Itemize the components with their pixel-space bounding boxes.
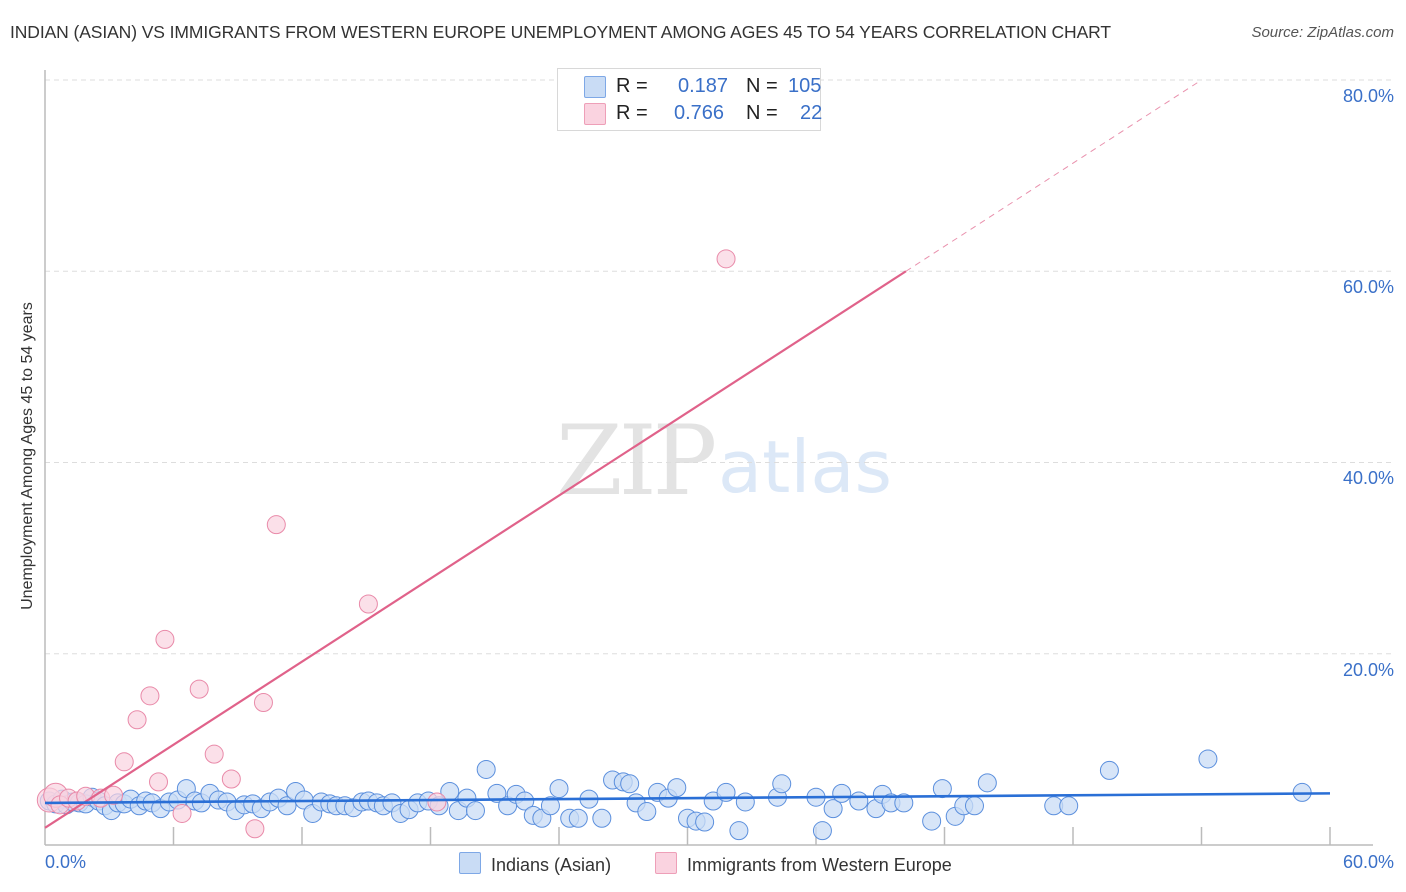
trend-line-immigrants-extension bbox=[905, 79, 1202, 272]
data-point-indians bbox=[637, 802, 657, 822]
n-value: 22 bbox=[800, 102, 823, 124]
data-point-immigrants bbox=[104, 785, 124, 805]
data-point-indians bbox=[487, 783, 507, 803]
data-point-indians bbox=[729, 821, 749, 841]
data-point-immigrants bbox=[204, 744, 224, 764]
watermark-atlas: atlas bbox=[718, 425, 892, 509]
r-value: 0.187 bbox=[678, 75, 729, 97]
data-point-immigrants bbox=[155, 629, 175, 649]
y-tick-20: 20.0% bbox=[1342, 660, 1394, 680]
y-axis-label: Unemployment Among Ages 45 to 54 years bbox=[19, 302, 36, 610]
data-point-indians bbox=[1059, 796, 1079, 816]
trend-line-immigrants bbox=[44, 270, 907, 829]
data-point-immigrants bbox=[358, 594, 378, 614]
chart-title: INDIAN (ASIAN) VS IMMIGRANTS FROM WESTER… bbox=[10, 22, 1111, 42]
data-point-indians bbox=[823, 799, 843, 819]
data-point-indians bbox=[465, 801, 485, 821]
r-label: R = bbox=[616, 75, 648, 97]
data-point-immigrants bbox=[716, 249, 736, 269]
pink-swatch-icon bbox=[584, 103, 606, 125]
legend-item-immigrants: Immigrants from Western Europe bbox=[655, 852, 952, 876]
y-tick-80: 80.0% bbox=[1342, 86, 1394, 106]
data-point-indians bbox=[977, 773, 997, 793]
data-point-immigrants bbox=[221, 769, 241, 789]
blue-swatch-icon bbox=[584, 76, 606, 98]
data-point-indians bbox=[592, 808, 612, 828]
data-point-immigrants bbox=[114, 752, 134, 772]
data-point-indians bbox=[667, 778, 687, 798]
data-point-indians bbox=[695, 812, 715, 832]
data-point-indians bbox=[540, 796, 560, 816]
data-point-immigrants bbox=[172, 803, 192, 823]
data-point-indians bbox=[620, 774, 640, 794]
data-point-indians bbox=[1099, 760, 1119, 780]
n-label: N = bbox=[746, 102, 778, 124]
blue-swatch-icon bbox=[459, 852, 481, 874]
data-point-immigrants bbox=[127, 710, 147, 730]
data-point-indians bbox=[922, 811, 942, 831]
pink-swatch-icon bbox=[655, 852, 677, 874]
data-point-indians bbox=[772, 774, 792, 794]
x-tick-max: 60.0% bbox=[1342, 852, 1394, 872]
n-label: N = bbox=[746, 75, 778, 97]
data-point-indians bbox=[568, 808, 588, 828]
legend-item-indians: Indians (Asian) bbox=[459, 852, 611, 876]
x-tick-min: 0.0% bbox=[45, 852, 87, 872]
data-point-indians bbox=[832, 783, 852, 803]
data-point-immigrants bbox=[266, 515, 286, 535]
data-point-indians bbox=[932, 779, 952, 799]
data-point-indians bbox=[476, 759, 496, 779]
r-value: 0.766 bbox=[674, 102, 725, 124]
data-point-indians bbox=[515, 791, 535, 811]
source-label: Source: ZipAtlas.com bbox=[1251, 24, 1394, 41]
trend-line-indians bbox=[44, 792, 1331, 805]
data-point-immigrants bbox=[189, 679, 209, 699]
watermark-zip: ZIP bbox=[556, 405, 717, 517]
data-point-immigrants bbox=[140, 686, 160, 706]
data-point-indians bbox=[1198, 749, 1218, 769]
data-point-indians bbox=[849, 791, 869, 811]
data-point-indians bbox=[549, 779, 569, 799]
data-point-immigrants bbox=[245, 819, 265, 839]
data-point-indians bbox=[964, 796, 984, 816]
data-point-indians bbox=[812, 821, 832, 841]
data-point-immigrants bbox=[427, 792, 447, 812]
data-point-immigrants bbox=[149, 772, 169, 792]
y-tick-60: 60.0% bbox=[1342, 277, 1394, 297]
legend-label: Indians (Asian) bbox=[491, 855, 612, 875]
data-point-indians bbox=[735, 792, 755, 812]
correlation-legend: R = 0.187 N = 105 R = 0.766 N = 22 bbox=[557, 68, 823, 131]
r-label: R = bbox=[616, 102, 648, 124]
y-tick-40: 40.0% bbox=[1342, 468, 1394, 488]
legend-label: Immigrants from Western Europe bbox=[687, 855, 952, 875]
n-value: 105 bbox=[788, 75, 822, 97]
data-point-indians bbox=[894, 793, 914, 813]
data-point-immigrants bbox=[253, 693, 273, 713]
